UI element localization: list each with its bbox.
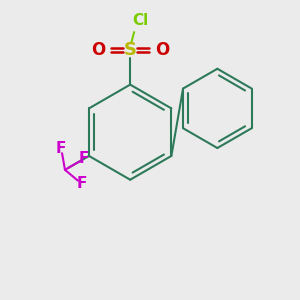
Text: O: O xyxy=(155,41,169,59)
Text: F: F xyxy=(76,176,87,191)
Text: O: O xyxy=(92,41,106,59)
Text: Cl: Cl xyxy=(132,13,148,28)
Text: F: F xyxy=(56,141,66,156)
Text: F: F xyxy=(79,152,89,166)
Text: S: S xyxy=(124,41,137,59)
